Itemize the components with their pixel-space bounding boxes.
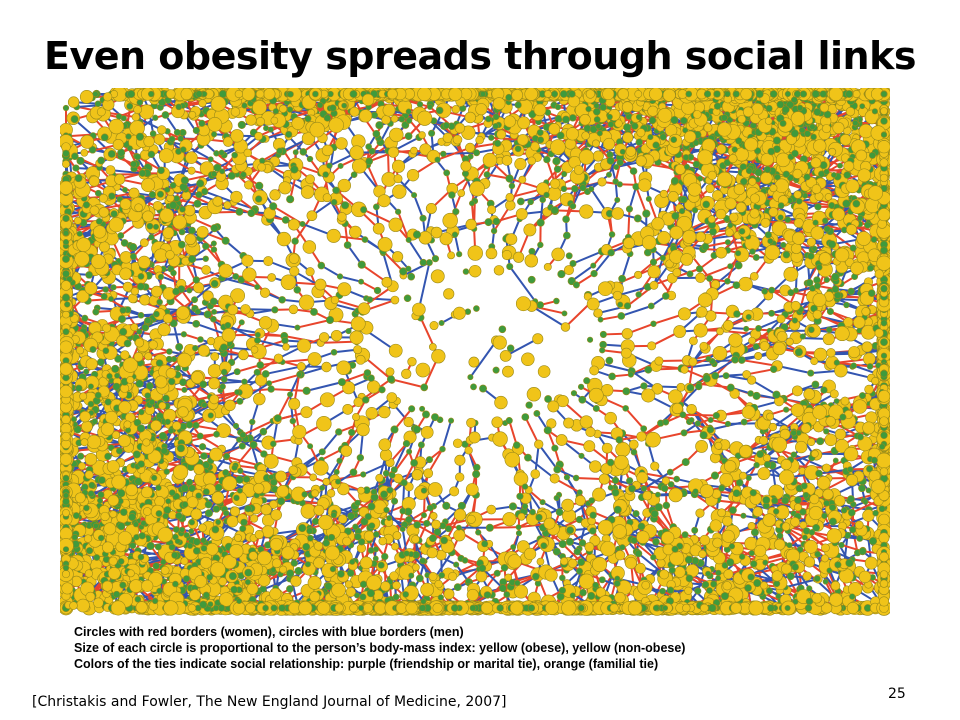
network-tie (626, 408, 644, 428)
network-tie (322, 432, 338, 452)
social-network-graph (60, 88, 890, 618)
network-tie (391, 379, 424, 387)
network-tie (509, 421, 516, 446)
network-tie (853, 504, 854, 529)
network-tie (419, 263, 430, 310)
network-tie (683, 415, 716, 416)
network-tie (442, 421, 451, 449)
slide-title: Even obesity spreads through social link… (0, 34, 960, 78)
network-tie (510, 267, 535, 302)
